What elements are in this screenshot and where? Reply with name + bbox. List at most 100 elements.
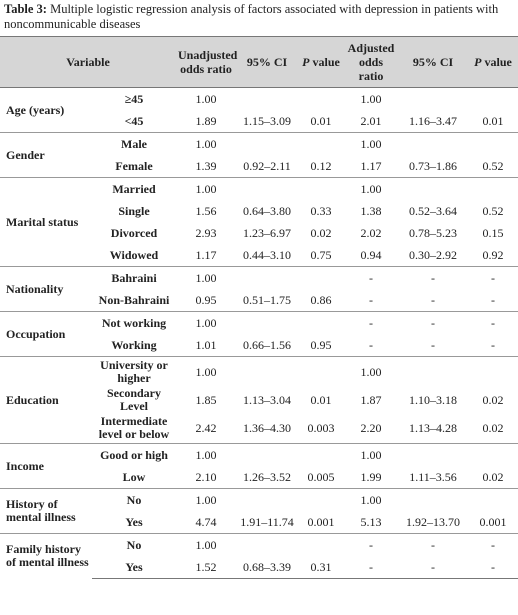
table-cell: - — [398, 311, 468, 334]
table-cell: - — [468, 311, 518, 334]
table-cell — [468, 132, 518, 155]
header-italic: P — [474, 55, 482, 69]
table-cell — [468, 87, 518, 110]
table-cell: 1.00 — [344, 132, 398, 155]
table-cell: 2.42 — [195, 420, 217, 435]
table-cell: - — [344, 311, 398, 334]
table-cell: 0.31 — [298, 556, 344, 579]
table-cell: 0.52 — [482, 158, 504, 173]
table-cell: 0.51–1.75 — [243, 292, 291, 307]
table-cell: 0.78–5.23 — [409, 225, 457, 240]
table-row: Single 1.56 0.64–3.80 0.33 1.38 0.52–3.64 0.52 — [0, 200, 518, 222]
table-row: Yes 1.52 0.68–3.39 0.31- - - — [0, 556, 518, 579]
table-row: Non-Bahraini 0.95 0.51–1.75 0.86 - - - — [0, 289, 518, 312]
table-cell: 0.95 — [310, 337, 332, 352]
table-cell: - — [468, 266, 518, 289]
table-cell: 0.001 — [307, 514, 335, 529]
table-cell: 2.20 — [360, 420, 382, 435]
table-row: Yes 4.74 1.91–11.74 0.001 5.13 1.92–13.70 0.00… — [0, 511, 518, 534]
row-label: Single — [118, 203, 150, 218]
table-cell: 2.93 — [195, 225, 217, 240]
header-cell: Variable — [0, 36, 176, 88]
header-cell: Unadjusted odds ratio — [176, 36, 237, 88]
table-cell: 0.01 — [482, 113, 504, 128]
row-label: Female — [115, 158, 153, 173]
table-cell: 1.00 — [176, 311, 236, 334]
table-cell: - — [398, 556, 468, 579]
row-label: Married — [92, 177, 176, 200]
table-cell: 1.00 — [176, 132, 236, 155]
row-label: No — [92, 488, 176, 511]
table-cell: - — [369, 292, 373, 307]
group-label: Income — [0, 443, 92, 489]
table-cell — [298, 266, 344, 289]
table-cell: 1.36–4.30 — [243, 420, 291, 435]
table-cell: 0.92–2.11 — [243, 158, 291, 173]
table-header: Variable Unadjusted odds ratio 95% CI P … — [0, 36, 518, 88]
group-label: Marital status — [0, 177, 92, 267]
group-label: Education — [0, 356, 92, 444]
table-cell: 1.91–11.74 — [240, 514, 294, 529]
row-label: Divorced — [110, 225, 158, 240]
table-row: Family history of mental illness No 1.00- -… — [0, 533, 518, 579]
table-cell: 1.85 — [195, 392, 217, 407]
table-cell: 0.52–3.64 — [409, 203, 457, 218]
table-cell: 1.15–3.09 — [243, 113, 291, 128]
header-text: value — [484, 55, 512, 69]
table-cell — [236, 311, 298, 334]
row-label: Secondary Level — [107, 386, 161, 413]
table-cell: 1.23–6.97 — [243, 225, 291, 240]
header-cell: P value — [298, 36, 344, 88]
caption-text: Multiple logistic regression analysis of… — [4, 2, 499, 31]
table-cell: 0.44–3.10 — [243, 247, 291, 262]
header-cell: P value — [468, 36, 518, 88]
row-label: Non-Bahraini — [98, 292, 170, 307]
row-label: Yes — [92, 556, 176, 579]
row-label: Not working — [92, 311, 176, 334]
table-cell: 0.75 — [310, 247, 332, 262]
table-cell: - — [491, 292, 495, 307]
table-cell: - — [431, 292, 435, 307]
table-cell — [298, 87, 344, 110]
table-cell: 0.005 — [307, 469, 335, 484]
table-row: Occupation Not working 1.00- - - — [0, 311, 518, 357]
row-label: Bahraini — [92, 266, 176, 289]
table-cell — [298, 311, 344, 334]
row-label: ≥45 — [92, 87, 176, 110]
table-cell: 1.00 — [344, 488, 398, 511]
row-label: No — [92, 533, 176, 556]
table-cell: 0.12 — [310, 158, 332, 173]
table-cell: 1.38 — [360, 203, 382, 218]
table-row: Female 1.39 0.92–2.11 0.12 1.17 0.73–1.86 0.52 — [0, 155, 518, 178]
table-row: Divorced 2.93 1.23–6.97 0.02 2.02 0.78–5.23 0.… — [0, 222, 518, 244]
table-row: Low 2.10 1.26–3.52 0.005 1.99 1.11–3.56 0.02 — [0, 466, 518, 489]
table-cell: 0.02 — [310, 225, 332, 240]
table-cell: 0.92 — [482, 247, 504, 262]
table-cell: 4.74 — [195, 514, 217, 529]
table-cell: 1.11–3.56 — [409, 469, 457, 484]
group-label: History of mental illness — [0, 488, 92, 534]
group-label: Age (years) — [0, 87, 92, 133]
table-cell: 0.01 — [310, 113, 332, 128]
table-cell: 0.95 — [195, 292, 217, 307]
table-body: Age (years) ≥45 1.00 1.00 <45 1.89 1.15–3.09 0.… — [0, 87, 518, 579]
table-cell — [468, 177, 518, 200]
row-label: University or higher — [92, 356, 176, 387]
table-cell: 1.00 — [344, 177, 398, 200]
table-cell: 1.00 — [176, 488, 236, 511]
table-cell: - — [491, 337, 495, 352]
table-cell — [398, 356, 468, 387]
table-cell: 2.10 — [195, 469, 217, 484]
table-cell: 1.00 — [176, 177, 236, 200]
table-cell: 0.30–2.92 — [409, 247, 457, 262]
table-row: Widowed 1.17 0.44–3.10 0.75 0.94 0.30–2.92 0.9… — [0, 244, 518, 267]
table-cell — [298, 533, 344, 556]
table-cell: - — [398, 533, 468, 556]
table-row: Marital status Married 1.00 1.00 — [0, 177, 518, 267]
table-cell: - — [398, 266, 468, 289]
table-row: Age (years) ≥45 1.00 1.00 — [0, 87, 518, 133]
table-cell — [236, 356, 298, 387]
table-cell — [236, 87, 298, 110]
table-cell: - — [344, 266, 398, 289]
